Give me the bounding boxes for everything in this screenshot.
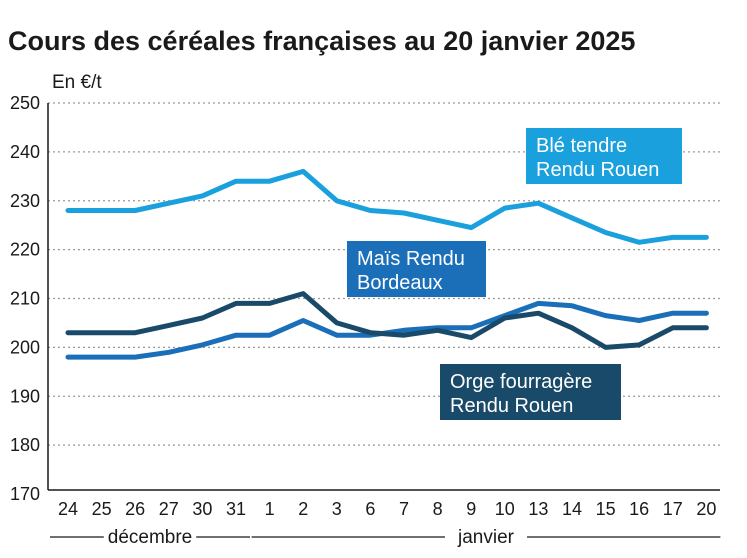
x-tick-label: 25 [92,499,112,519]
x-tick-label: 2 [298,499,308,519]
series-line [65,291,709,350]
y-axis-unit: En €/t [52,72,102,93]
chart-title: Cours des céréales françaises au 20 janv… [8,26,635,56]
series-label-text: Rendu Rouen [536,159,659,181]
x-tick-label: 20 [696,499,716,519]
y-axis-ticks: 170 180 190 200 210 220 230 240 250 [10,93,40,504]
x-tick-label: 14 [562,499,582,519]
series-label-text: Bordeaux [357,272,443,294]
x-tick-label: 27 [159,499,179,519]
y-tick-label: 250 [10,93,40,113]
x-tick-label: 30 [192,499,212,519]
y-tick-label: 220 [10,240,40,260]
x-tick-label: 13 [528,499,548,519]
series-lines [65,168,709,360]
x-axis-ticks: 24 25 26 27 30 31 1 2 3 6 7 8 9 10 13 14 15 16 17 20 [58,499,716,519]
x-tick-label: 24 [58,499,78,519]
y-tick-label: 230 [10,191,40,211]
x-tick-label: 16 [629,499,649,519]
series-label-background [526,128,682,184]
y-tick-label: 240 [10,142,40,162]
series-label-background [347,241,486,297]
y-tick-label: 180 [10,435,40,455]
month-label: décembre [108,527,193,548]
x-tick-label: 9 [466,499,476,519]
month-groups: décembre janvier [50,527,721,548]
x-tick-label: 10 [495,499,515,519]
x-tick-label: 15 [596,499,616,519]
y-tick-label: 200 [10,337,40,357]
x-tick-label: 8 [433,499,443,519]
series-label-background [440,364,621,420]
x-tick-label: 7 [399,499,409,519]
series-label-text: Orge fourragère [450,371,592,393]
x-tick-label: 3 [332,499,342,519]
y-tick-label: 190 [10,386,40,406]
x-tick-label: 26 [125,499,145,519]
x-tick-label: 31 [226,499,246,519]
series-line [65,168,709,245]
series-label-text: Maïs Rendu [357,248,465,270]
y-tick-label: 210 [10,289,40,309]
x-tick-label: 6 [365,499,375,519]
series-label-text: Blé tendre [536,135,627,157]
series-label-text: Rendu Rouen [450,395,573,417]
y-tick-label: 170 [10,484,40,504]
month-label: janvier [457,527,515,548]
x-tick-label: 1 [265,499,275,519]
x-tick-label: 17 [663,499,683,519]
